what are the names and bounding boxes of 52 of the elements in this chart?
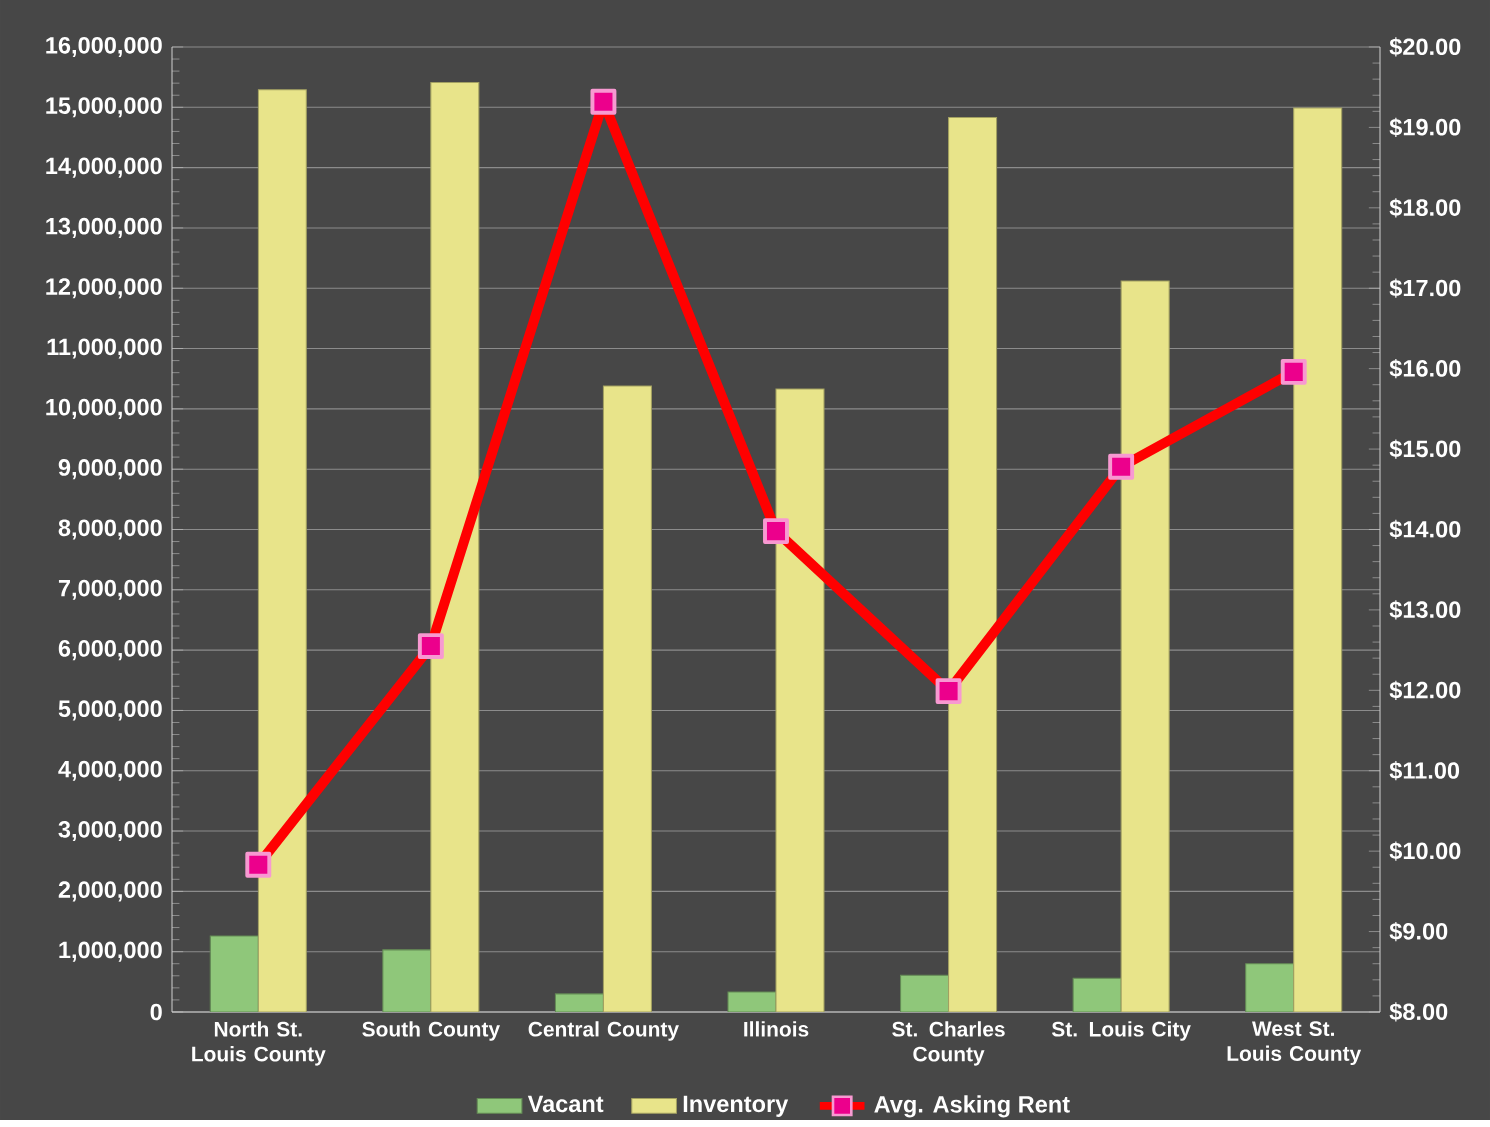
bar: [257, 89, 307, 1013]
y-tick-label: 0: [150, 1003, 162, 1021]
y-tick-label: 6,000,000: [58, 640, 162, 661]
y2-tick-label: $12.00: [1389, 680, 1461, 701]
y-tick-label: 12,000,000: [46, 278, 162, 299]
x-tick-label: West St. Louis County: [1227, 1021, 1362, 1066]
x-tick-label: South County: [362, 1021, 500, 1041]
legend-label: Inventory: [683, 1095, 789, 1117]
y-tick-label: 5,000,000: [58, 700, 162, 721]
legend-label: Avg. Asking Rent: [874, 1095, 1070, 1118]
y-tick-label: 11,000,000: [47, 338, 162, 359]
y-tick-label: 7,000,000: [58, 579, 162, 600]
y2-tick-label: $16.00: [1389, 359, 1461, 379]
y-tick-label: 10,000,000: [46, 398, 162, 419]
x-tick-label: St. Louis City: [1051, 1021, 1191, 1041]
bar: [775, 388, 825, 1013]
x-tick-label: Illinois: [744, 1021, 809, 1037]
bar: [900, 974, 950, 1013]
y-tick-label: 13,000,000: [46, 217, 162, 239]
y2-tick-label: $8.00: [1389, 1002, 1448, 1022]
bar: [948, 117, 998, 1013]
bar: [1245, 963, 1295, 1013]
bar: [382, 949, 432, 1013]
bar: [1293, 107, 1343, 1013]
y2-tick-label: $15.00: [1389, 439, 1461, 459]
y-tick-label: 8,000,000: [58, 519, 162, 540]
y2-tick-label: $10.00: [1389, 841, 1461, 861]
y-tick-label: 3,000,000: [58, 821, 162, 842]
y-tick-label: 1,000,000: [59, 941, 162, 962]
y-tick-label: 15,000,000: [46, 97, 162, 118]
y-tick-label: 14,000,000: [46, 157, 162, 178]
y2-tick-label: $19.00: [1389, 117, 1461, 138]
y2-tick-label: $20.00: [1389, 37, 1461, 57]
bar: [209, 935, 259, 1013]
legend-label: Vacant: [527, 1095, 604, 1113]
y-tick-label: 2,000,000: [58, 881, 162, 902]
y-tick-label: 4,000,000: [58, 760, 162, 781]
bar: [1120, 280, 1170, 1013]
y-tick-label: 16,000,000: [46, 37, 162, 58]
y2-tick-label: $11.00: [1389, 761, 1460, 781]
y2-tick-label: $17.00: [1389, 278, 1461, 298]
y2-tick-label: $18.00: [1389, 198, 1461, 218]
y2-tick-label: $13.00: [1389, 600, 1461, 620]
y-tick-label: 9,000,000: [58, 459, 162, 480]
x-tick-label: St. Charles County: [892, 1021, 1005, 1066]
x-tick-label: North St. Louis County: [192, 1021, 326, 1066]
y2-tick-label: $14.00: [1389, 519, 1461, 540]
bar: [430, 82, 480, 1013]
bar: [1072, 977, 1122, 1013]
y2-tick-label: $9.00: [1389, 922, 1448, 942]
x-tick-label: Central County: [528, 1021, 679, 1041]
bar: [602, 385, 652, 1013]
